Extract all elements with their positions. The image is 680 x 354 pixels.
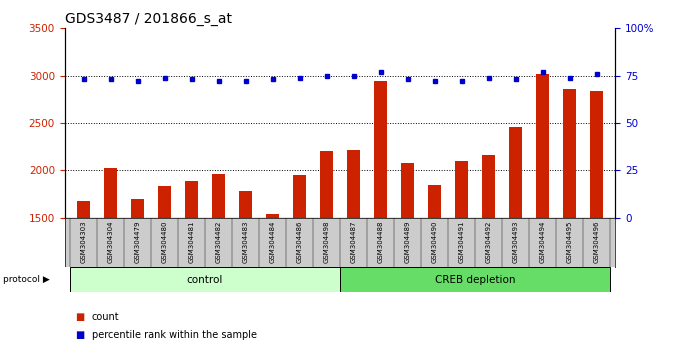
Text: protocol ▶: protocol ▶ [3,275,50,284]
Bar [158,185,171,218]
Text: GSM304486: GSM304486 [296,220,303,263]
Bar [211,174,225,218]
Text: GSM304480: GSM304480 [162,220,167,263]
Text: ■: ■ [75,330,84,339]
Text: control: control [187,275,223,285]
Text: GSM304487: GSM304487 [350,220,356,263]
Text: GSM304481: GSM304481 [188,220,194,263]
Bar [590,91,603,218]
Bar [401,163,414,218]
Bar [104,169,117,218]
Text: GSM304482: GSM304482 [216,220,222,263]
Text: GSM304484: GSM304484 [269,220,275,263]
Bar [374,81,387,218]
Bar [239,191,252,218]
Bar [131,199,144,218]
Bar [340,267,610,292]
Bar [347,149,360,218]
Bar [455,161,469,218]
Text: GSM304496: GSM304496 [594,220,600,263]
Text: GSM304489: GSM304489 [405,220,411,263]
Text: GSM304479: GSM304479 [135,220,141,263]
Bar [266,214,279,218]
Text: GSM304488: GSM304488 [377,220,384,263]
Bar [77,201,90,218]
Bar [320,152,333,218]
Text: CREB depletion: CREB depletion [435,275,515,285]
Text: percentile rank within the sample: percentile rank within the sample [92,330,257,339]
Text: GDS3487 / 201866_s_at: GDS3487 / 201866_s_at [65,12,232,26]
Bar [481,155,495,218]
Bar [293,175,306,218]
Bar [185,181,199,218]
Text: GSM304491: GSM304491 [458,220,464,263]
Text: GSM304304: GSM304304 [107,220,114,263]
Bar [509,127,522,218]
Bar [536,74,549,218]
Text: GSM304492: GSM304492 [486,220,492,263]
Text: GSM304493: GSM304493 [513,220,518,263]
Bar [563,89,576,218]
Text: ■: ■ [75,312,84,322]
Text: GSM304303: GSM304303 [80,220,86,263]
Text: GSM304490: GSM304490 [432,220,437,263]
Text: GSM304495: GSM304495 [566,220,573,263]
Text: GSM304498: GSM304498 [324,220,330,263]
Bar [70,267,340,292]
Text: GSM304494: GSM304494 [539,220,545,263]
Text: GSM304483: GSM304483 [243,220,248,263]
Bar [428,184,441,218]
Text: count: count [92,312,120,322]
